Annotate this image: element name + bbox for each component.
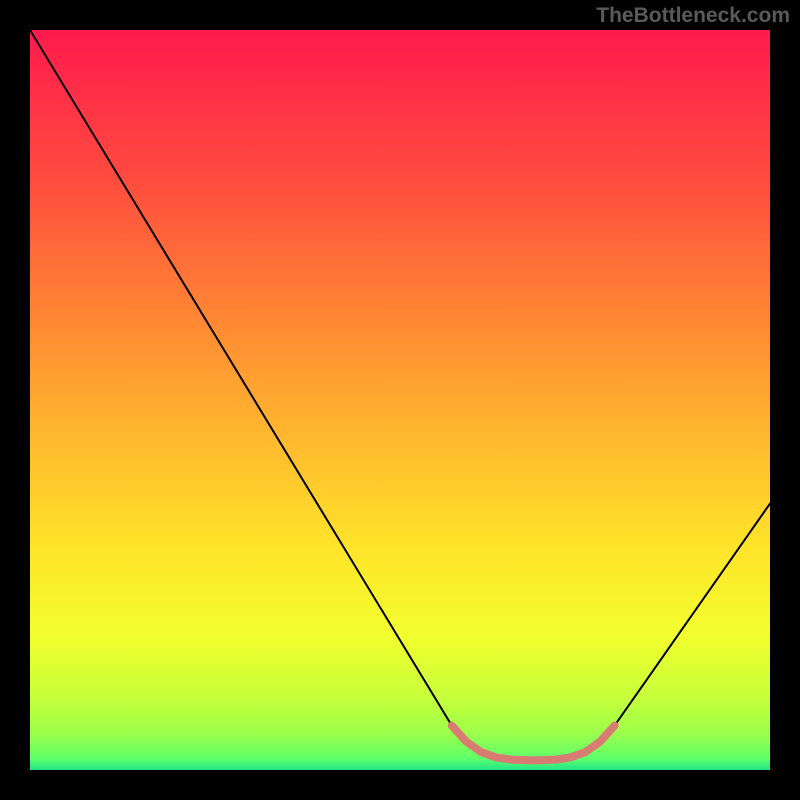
plot-area: [30, 30, 770, 770]
chart-frame: TheBottleneck.com: [0, 0, 800, 800]
gradient-background: [30, 30, 770, 770]
bottleneck-chart: [30, 30, 770, 770]
watermark-text: TheBottleneck.com: [596, 4, 790, 28]
